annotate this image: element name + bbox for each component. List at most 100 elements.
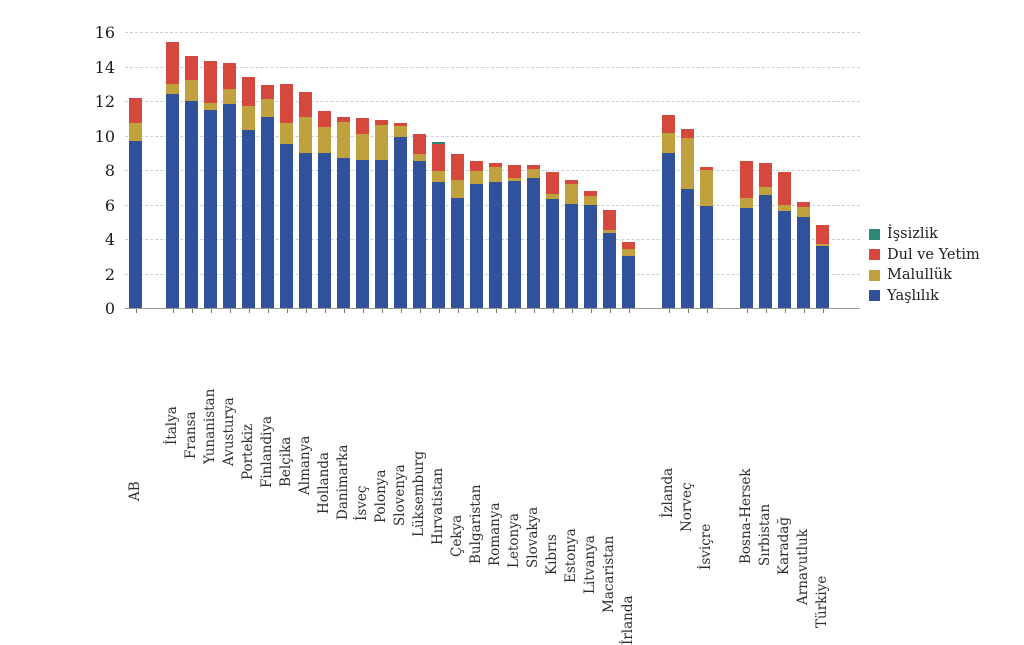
- x-label-Sırbistan: Sırbistan: [756, 504, 773, 567]
- segment-Dul ve Yetim-Hollanda: [318, 111, 331, 127]
- segment-Yaşlılık-Hollanda: [318, 152, 331, 308]
- segment-Yaşlılık-İrlanda: [622, 256, 635, 308]
- segment-Yaşlılık-Litvanya: [584, 204, 597, 308]
- x-label-Danimarka: Danimarka: [334, 444, 351, 520]
- segment-Dul ve Yetim-Bosna-Hersek: [740, 161, 753, 198]
- segment-Malullük-Macaristan: [603, 229, 616, 233]
- bar-Karadağ: Karadağ: [776, 171, 792, 575]
- x-tick: [267, 309, 269, 313]
- x-tick: [746, 309, 748, 313]
- segment-Yaşlılık-Romanya: [489, 182, 502, 308]
- y-axis-labels: 0 2 4 6 8 10 12 14 16: [0, 23, 125, 318]
- segment-Malullük-İsveç: [356, 133, 369, 160]
- plot-area: 0 2 4 6 8 10 12 14 16 AB İtalya Fransa Yunanistan Av…: [95, 23, 860, 645]
- segment-Malullük-Portekiz: [242, 106, 255, 131]
- legend-swatch-İşsizlik: [869, 228, 880, 240]
- segment-Dul ve Yetim-İzlanda: [662, 114, 675, 133]
- x-label-Bosna-Hersek: Bosna-Hersek: [737, 468, 754, 565]
- bar-İzlanda: İzlanda: [660, 114, 676, 518]
- segment-Malullük-Kıbrıs: [546, 194, 559, 200]
- y-tick-label-2: 2: [104, 264, 115, 284]
- x-label-Avusturya: Avusturya: [220, 397, 237, 467]
- x-label-Polonya: Polonya: [372, 469, 389, 523]
- bar-Fransa: Fransa: [183, 56, 199, 459]
- bar-İsviçre: İsviçre: [698, 166, 714, 570]
- segment-Malullük-İzlanda: [662, 132, 675, 153]
- y-tick-label-12: 12: [94, 92, 115, 111]
- x-tick: [706, 309, 708, 313]
- x-label-Estonya: Estonya: [562, 528, 579, 584]
- segment-Dul ve Yetim-Macaristan: [603, 209, 616, 230]
- segment-Malullük-Lüksemburg: [413, 154, 426, 162]
- x-tick: [628, 309, 630, 313]
- x-label-Slovakya: Slovakya: [524, 506, 541, 568]
- segment-Yaşlılık-Kıbrıs: [546, 199, 559, 308]
- x-label-İsveç: İsveç: [353, 485, 370, 522]
- legend-label-Dul ve Yetim: Dul ve Yetim: [887, 246, 980, 263]
- segment-Malullük-Avusturya: [223, 88, 236, 105]
- y-tick-label-6: 6: [104, 195, 115, 215]
- bar-İtalya: İtalya: [164, 42, 180, 445]
- legend-label-Yaşlılık: Yaşlılık: [887, 287, 939, 304]
- bar-Romanya: Romanya: [487, 163, 503, 566]
- x-label-Lüksemburg: Lüksemburg: [410, 450, 427, 537]
- segment-Yaşlılık-Polonya: [375, 159, 388, 308]
- x-tick: [668, 309, 670, 313]
- segment-Dul ve Yetim-Avusturya: [223, 63, 236, 89]
- legend-swatch-Yaşlılık: [869, 290, 880, 302]
- segment-Malullük-Yunanistan: [204, 102, 217, 110]
- bar-İsveç: İsveç: [354, 118, 370, 521]
- bar-Norveç: Norveç: [679, 128, 695, 532]
- segment-Malullük-Sırbistan: [759, 187, 772, 196]
- x-label-AB: AB: [126, 480, 143, 501]
- bar-Hırvatistan: Hırvatistan: [430, 142, 446, 545]
- segment-Malullük-Belçika: [280, 123, 293, 145]
- segment-Malullük-Bosna-Hersek: [740, 197, 753, 208]
- segment-Dul ve Yetim-Karadağ: [778, 171, 791, 205]
- x-tick: [324, 309, 326, 313]
- x-tick: [248, 309, 250, 313]
- segment-Yaşlılık-Letonya: [508, 181, 521, 308]
- x-tick: [514, 309, 516, 313]
- x-tick: [609, 309, 611, 313]
- x-tick: [687, 309, 689, 313]
- segment-Yaşlılık-Macaristan: [603, 232, 616, 308]
- segment-Dul ve Yetim-Arnavutluk: [797, 201, 810, 208]
- x-tick: [765, 309, 767, 313]
- stacked-bar-chart: 0 2 4 6 8 10 12 14 16 AB İtalya Fransa Yunanistan Av…: [95, 23, 980, 645]
- segment-Malullük-Letonya: [508, 177, 521, 182]
- segment-Malullük-İsviçre: [700, 170, 713, 207]
- segment-Dul ve Yetim-Romanya: [489, 163, 502, 168]
- segment-Malullük-Slovenya: [394, 126, 407, 138]
- bar-Danimarka: Danimarka: [335, 116, 351, 520]
- x-label-Türkiye: Türkiye: [813, 575, 830, 629]
- segment-Malullük-Hırvatistan: [432, 170, 445, 183]
- x-tick: [381, 309, 383, 313]
- legend-item-Dul ve Yetim: Dul ve Yetim: [869, 246, 980, 263]
- segment-Yaşlılık-Portekiz: [242, 130, 255, 308]
- segment-Yaşlılık-Hırvatistan: [432, 182, 445, 308]
- bar-Finlandiya: Finlandiya: [259, 85, 275, 488]
- x-label-Arnavutluk: Arnavutluk: [794, 529, 811, 605]
- gridline-10: [125, 135, 860, 137]
- x-tick: [571, 309, 573, 313]
- segment-Dul ve Yetim-Slovenya: [394, 123, 407, 127]
- bar-Portekiz: Portekiz: [240, 76, 256, 480]
- segment-Malullük-Danimarka: [337, 121, 350, 158]
- segment-Dul ve Yetim-İrlanda: [622, 241, 635, 250]
- segment-Yaşlılık-Belçika: [280, 144, 293, 308]
- x-axis-line: [125, 308, 860, 309]
- x-label-Kıbrıs: Kıbrıs: [543, 533, 560, 575]
- segment-Dul ve Yetim-Norveç: [681, 128, 694, 139]
- segment-Malullük-Arnavutluk: [797, 207, 810, 218]
- segment-Yaşlılık-İsviçre: [700, 206, 713, 308]
- segment-Malullük-Estonya: [565, 183, 578, 204]
- bar-AB: AB: [127, 97, 143, 501]
- bar-İrlanda: İrlanda: [620, 241, 636, 645]
- bar-Avusturya: Avusturya: [221, 63, 237, 466]
- segment-Dul ve Yetim-Hırvatistan: [432, 144, 445, 171]
- segment-Yaşlılık-Türkiye: [816, 245, 829, 308]
- x-tick: [803, 309, 805, 313]
- segment-Dul ve Yetim-Sırbistan: [759, 163, 772, 188]
- segment-Yaşlılık-Fransa: [185, 101, 198, 308]
